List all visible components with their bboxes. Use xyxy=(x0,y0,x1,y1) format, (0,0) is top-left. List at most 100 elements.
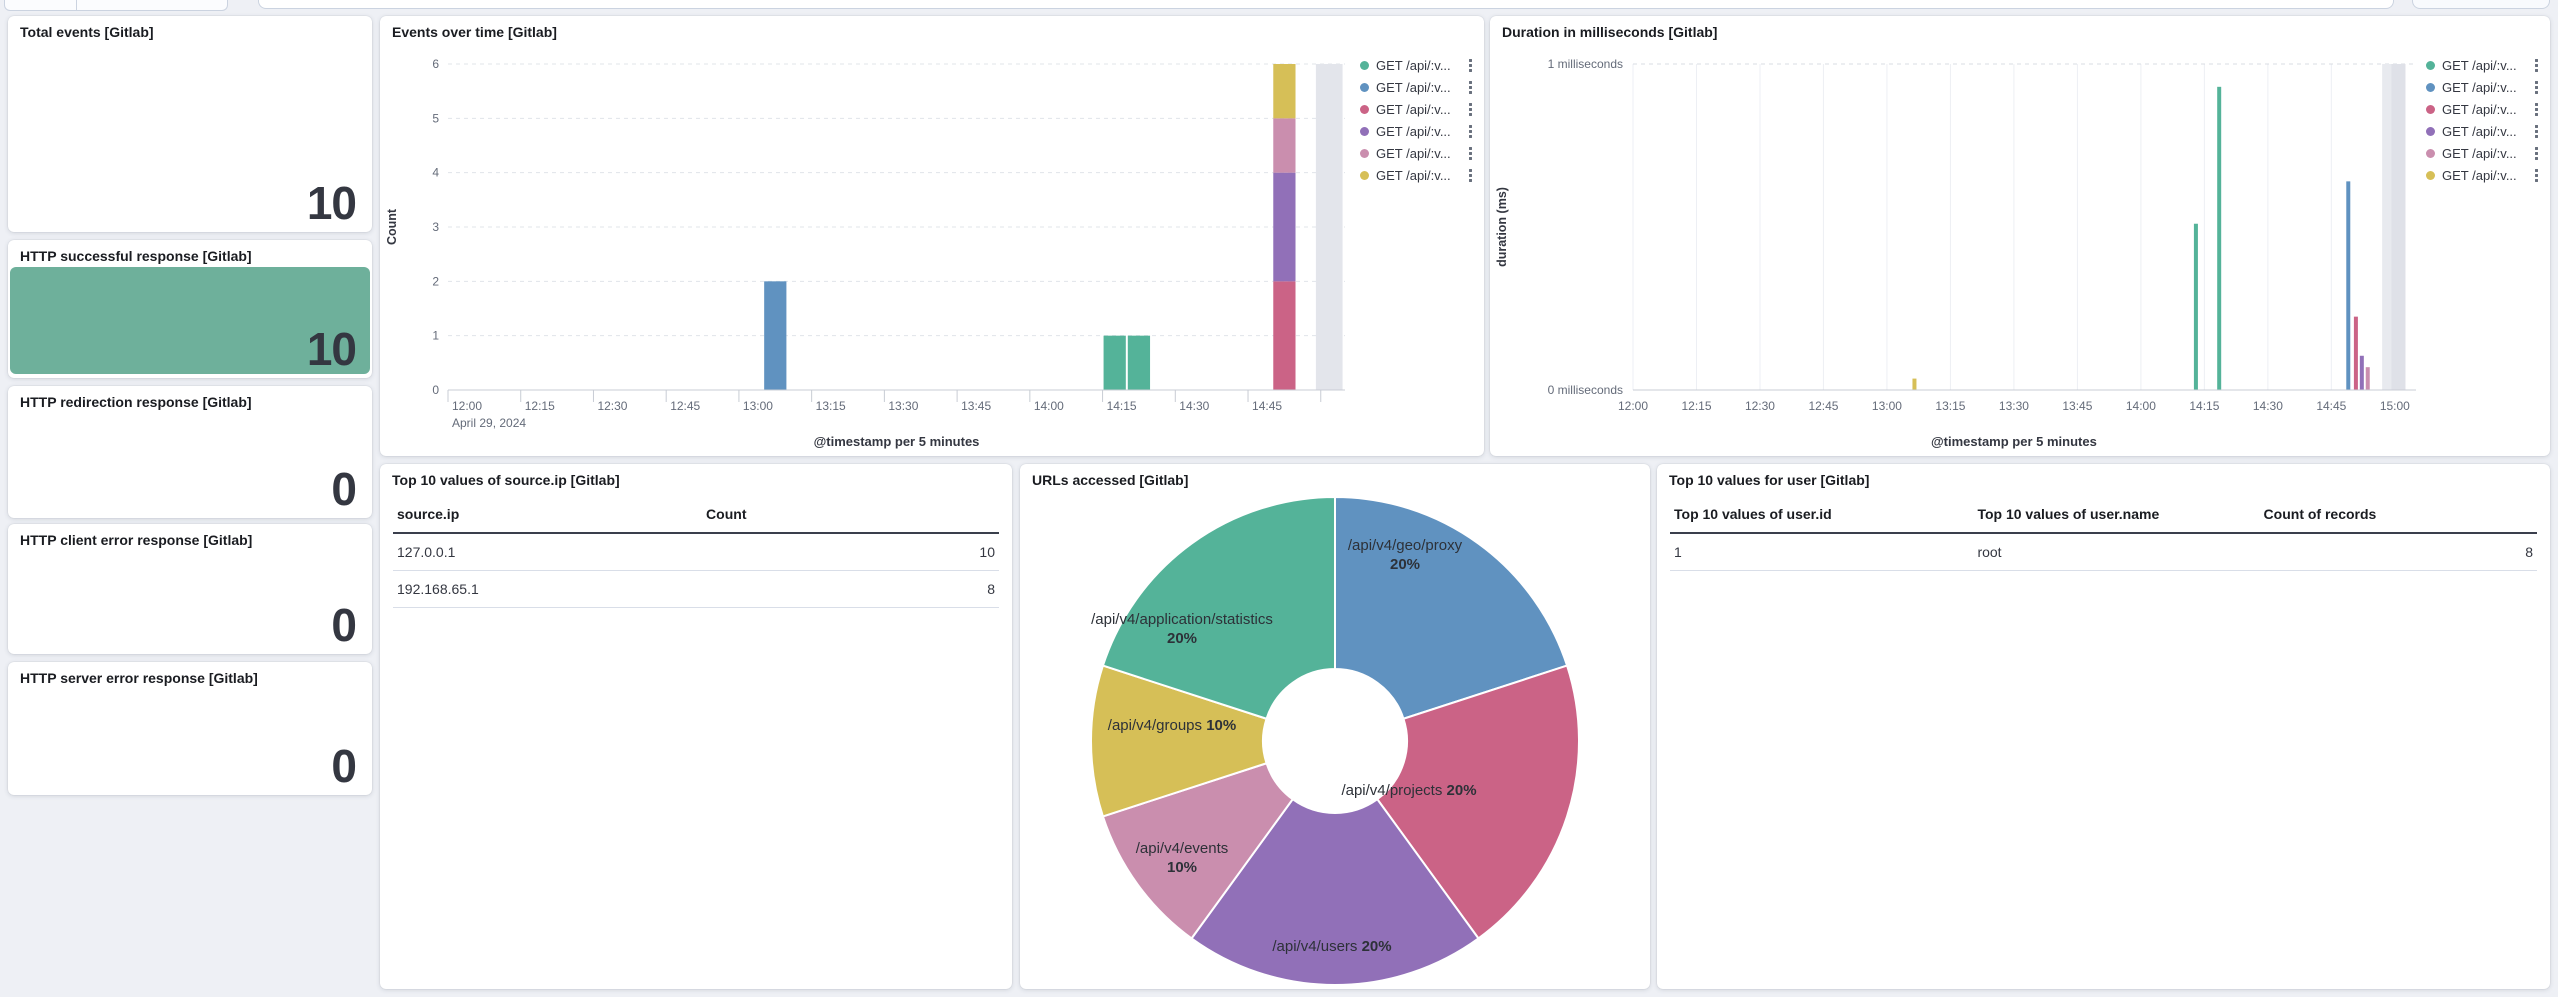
legend-label: GET /api/:v... xyxy=(2442,79,2517,95)
legend-item[interactable]: GET /api/:v... xyxy=(1360,166,1476,184)
y-axis-title: Count xyxy=(385,208,399,245)
bar-segment[interactable] xyxy=(1273,281,1296,390)
pie-slice[interactable] xyxy=(1334,496,1569,720)
panel-http-server-error: HTTP server error response [Gitlab] 0 xyxy=(8,662,372,795)
bar-segment[interactable] xyxy=(764,281,787,390)
y-tick-label: 3 xyxy=(432,220,439,234)
panel-top-user: Top 10 values for user [Gitlab] Top 10 v… xyxy=(1657,464,2550,989)
datepicker-fragment[interactable] xyxy=(2412,0,2550,9)
x-tick-label: 14:15 xyxy=(1107,399,1137,413)
legend-label: GET /api/:v... xyxy=(2442,167,2517,183)
column-header: Count of records xyxy=(2259,498,2537,534)
column-header: source.ip xyxy=(393,498,703,534)
panel-title: HTTP redirection response [Gitlab] xyxy=(20,394,252,410)
bar-segment[interactable] xyxy=(1273,172,1296,282)
table-cell: root xyxy=(1973,533,2260,571)
series-color-dot xyxy=(1360,126,1369,136)
legend-item-menu-icon[interactable] xyxy=(2527,146,2542,161)
table-cell: 1 xyxy=(1670,533,1974,571)
bar-segment[interactable] xyxy=(1273,118,1296,173)
bar[interactable] xyxy=(2217,86,2222,390)
legend-label: GET /api/:v... xyxy=(1376,101,1451,117)
legend-item[interactable]: GET /api/:v... xyxy=(1360,122,1476,140)
table-row: 1 root 8 xyxy=(1670,533,2537,571)
y-axis-title: duration (ms) xyxy=(1495,187,1509,267)
legend-item-menu-icon[interactable] xyxy=(2527,58,2542,73)
bar[interactable] xyxy=(2353,316,2358,390)
legend-item[interactable]: GET /api/:v... xyxy=(2426,122,2542,140)
x-tick-label: 13:00 xyxy=(743,399,773,413)
table-row: 127.0.0.1 10 xyxy=(393,533,999,571)
table-cell: 127.0.0.1 xyxy=(393,533,703,571)
panel-total-events: Total events [Gitlab] 10 xyxy=(8,16,372,232)
legend-item[interactable]: GET /api/:v... xyxy=(2426,100,2542,118)
bar-segment[interactable] xyxy=(1273,64,1296,119)
current-time-bucket-band-inner xyxy=(2391,64,2406,390)
legend-item-menu-icon[interactable] xyxy=(2527,168,2542,183)
panel-http-successful: HTTP successful response [Gitlab] 10 xyxy=(8,240,372,378)
legend-item[interactable]: GET /api/:v... xyxy=(1360,56,1476,74)
legend-item-menu-icon[interactable] xyxy=(1461,58,1476,73)
series-color-dot xyxy=(2426,126,2435,136)
legend-label: GET /api/:v... xyxy=(1376,57,1451,73)
x-tick-label: 14:15 xyxy=(2189,399,2219,413)
query-bar-fragment[interactable] xyxy=(258,0,2394,9)
x-tick-label: 15:00 xyxy=(2380,399,2410,413)
pie-slice[interactable] xyxy=(1101,762,1294,940)
x-tick-label: 12:30 xyxy=(597,399,627,413)
urls-accessed-donut: /api/v4/geo/proxy 20% /api/v4/projects 20%… xyxy=(1090,496,1580,986)
bar-segment[interactable] xyxy=(1127,335,1151,390)
pie-slice[interactable] xyxy=(1101,496,1336,720)
legend-item[interactable]: GET /api/:v... xyxy=(1360,78,1476,96)
pie-slice-label: /api/v4/projects 20% xyxy=(1341,782,1476,799)
x-tick-label: 12:45 xyxy=(1808,399,1838,413)
legend-item-menu-icon[interactable] xyxy=(1461,102,1476,117)
legend-item[interactable]: GET /api/:v... xyxy=(2426,144,2542,162)
x-tick-label: 12:15 xyxy=(1681,399,1711,413)
pie-slice-label: /api/v4/users 20% xyxy=(1272,938,1391,955)
x-axis-title: @timestamp per 5 minutes xyxy=(1931,434,2097,449)
panel-title: Total events [Gitlab] xyxy=(20,24,154,40)
toolbar-filter-fragment-2[interactable] xyxy=(76,0,228,11)
legend-item-menu-icon[interactable] xyxy=(2527,124,2542,139)
user-table: Top 10 values of user.id Top 10 values of… xyxy=(1657,498,2550,571)
duration-chart-legend: GET /api/:v... GET /api/:v... GET /api/:v.… xyxy=(2426,56,2542,184)
y-tick-label: 1 xyxy=(432,329,439,343)
legend-item-menu-icon[interactable] xyxy=(2527,102,2542,117)
legend-item-menu-icon[interactable] xyxy=(1461,124,1476,139)
legend-label: GET /api/:v... xyxy=(1376,123,1451,139)
bar-segment[interactable] xyxy=(1103,335,1126,390)
metric-background xyxy=(10,267,370,374)
legend-item[interactable]: GET /api/:v... xyxy=(2426,166,2542,184)
legend-item[interactable]: GET /api/:v... xyxy=(1360,100,1476,118)
series-color-dot xyxy=(2426,82,2435,92)
x-axis-date-label: April 29, 2024 xyxy=(452,416,526,430)
y-tick-label: 0 milliseconds xyxy=(1548,383,1623,397)
bar[interactable] xyxy=(1912,378,1917,390)
metric-value: 0 xyxy=(331,599,357,651)
x-tick-label: 12:15 xyxy=(525,399,555,413)
panel-top-source-ip: Top 10 values of source.ip [Gitlab] sour… xyxy=(380,464,1012,989)
bar[interactable] xyxy=(2359,355,2364,390)
legend-item[interactable]: GET /api/:v... xyxy=(2426,56,2542,74)
legend-item-menu-icon[interactable] xyxy=(1461,80,1476,95)
legend-item[interactable]: GET /api/:v... xyxy=(2426,78,2542,96)
pie-slice[interactable] xyxy=(1190,798,1480,986)
pie-slice[interactable] xyxy=(1376,664,1580,940)
bar[interactable] xyxy=(2193,223,2198,390)
x-tick-label: 12:00 xyxy=(452,399,482,413)
legend-label: GET /api/:v... xyxy=(1376,79,1451,95)
table-cell: 8 xyxy=(702,570,999,608)
pie-slice[interactable] xyxy=(1090,664,1268,818)
series-color-dot xyxy=(1360,170,1369,180)
legend-item[interactable]: GET /api/:v... xyxy=(1360,144,1476,162)
x-tick-label: 14:30 xyxy=(1179,399,1209,413)
panel-title: Duration in milliseconds [Gitlab] xyxy=(1502,24,1718,40)
bar[interactable] xyxy=(2346,181,2351,390)
bar[interactable] xyxy=(2365,367,2370,390)
toolbar-filter-fragment[interactable] xyxy=(4,0,77,11)
legend-item-menu-icon[interactable] xyxy=(1461,146,1476,161)
legend-item-menu-icon[interactable] xyxy=(1461,168,1476,183)
legend-item-menu-icon[interactable] xyxy=(2527,80,2542,95)
x-axis-title: @timestamp per 5 minutes xyxy=(814,434,980,449)
